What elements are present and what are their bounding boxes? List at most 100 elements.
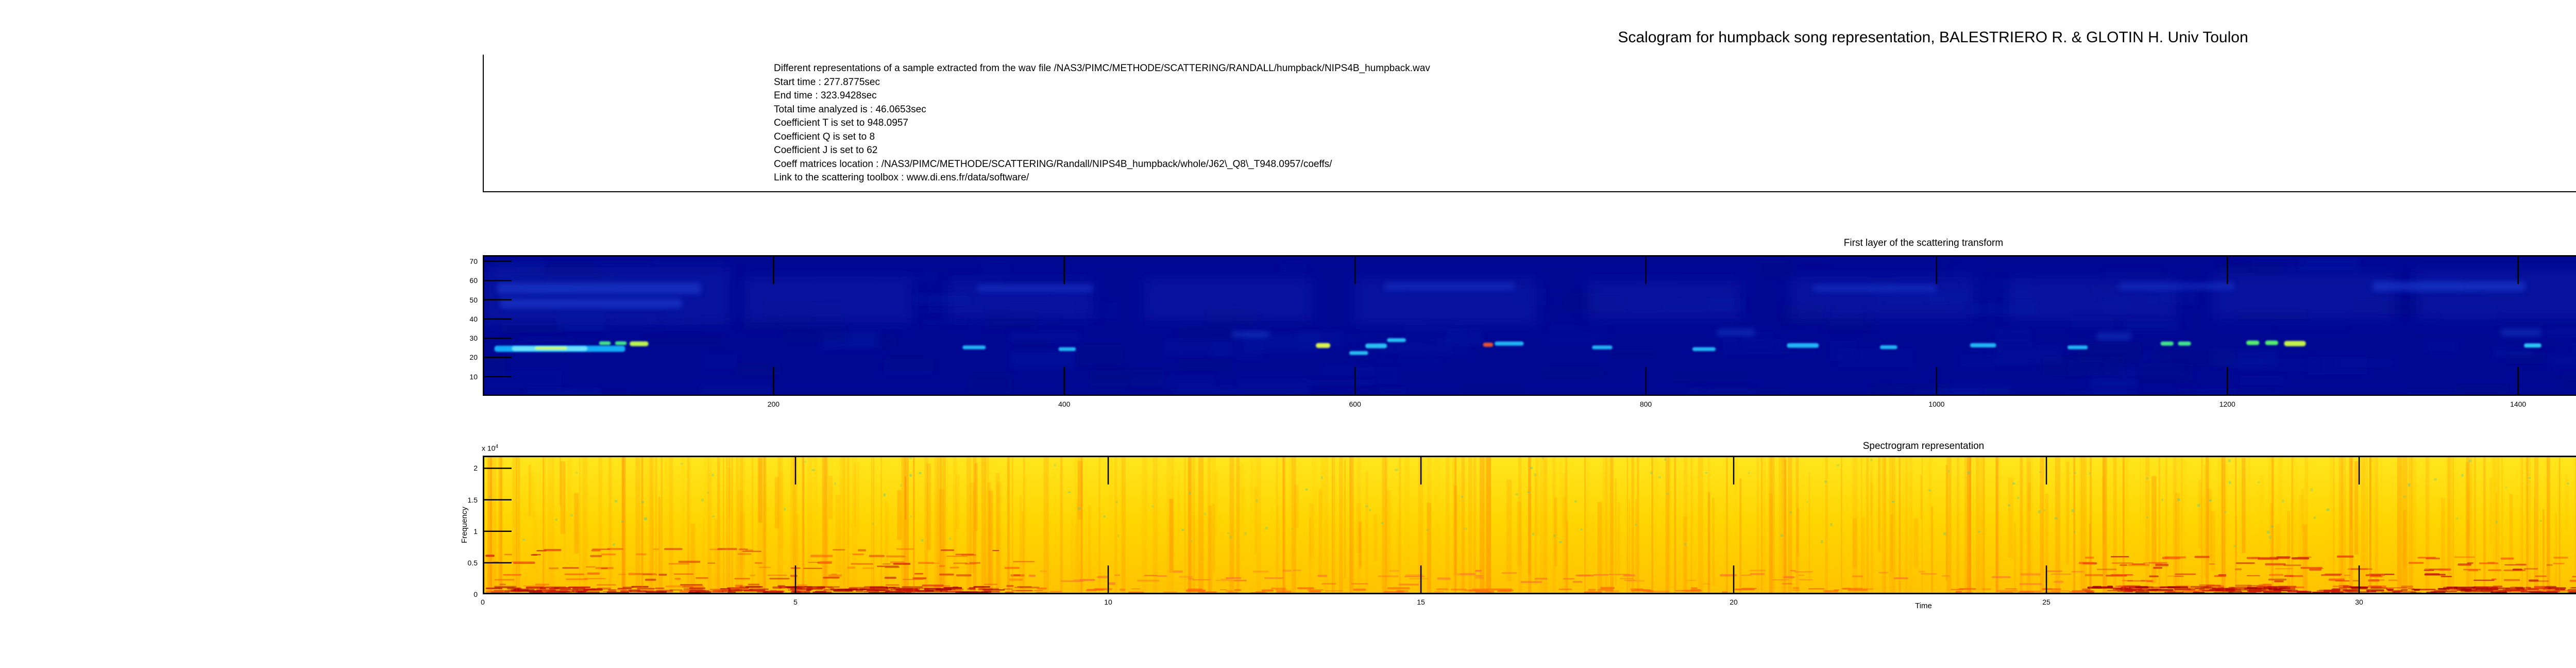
heatmap-feature (1592, 345, 1613, 349)
spectrogram-heatmap-body (483, 456, 2576, 594)
spectrogram-stripe (1456, 494, 1460, 578)
spectrogram-harmonic-dash (1157, 575, 1167, 577)
spectrogram-stripe (1254, 487, 1257, 554)
spectrogram-stripe (2453, 456, 2458, 594)
heatmap-noise-patch (2427, 343, 2457, 353)
spectrogram-stripe (498, 456, 503, 594)
spectrogram-harmonic-dash (2209, 563, 2215, 565)
spectrogram-harmonic-dash (1106, 589, 1112, 591)
heatmap-noise-patch (1238, 380, 1310, 396)
spectrogram-harmonic-dash (2323, 590, 2341, 592)
spectrogram-stripe (1452, 456, 1457, 594)
spectrogram-title: Spectrogram representation (1862, 441, 1985, 452)
spectrogram-harmonic-dash (2148, 588, 2162, 591)
spectrogram-stripe (727, 467, 731, 518)
scalogram-y-tick-label: 10 (469, 372, 478, 381)
spectrogram-stripe (1535, 459, 1539, 536)
spectrogram-stripe (1841, 456, 1842, 594)
spectrogram-harmonic-dash (852, 553, 864, 555)
spectrogram-harmonic-dash (2538, 580, 2549, 582)
spectrogram-harmonic-dash (2408, 562, 2424, 564)
spectrogram-harmonic-dash (2484, 590, 2507, 592)
spectrogram-speckle (1978, 531, 1980, 533)
heatmap-feature (535, 346, 567, 350)
spectrogram-stripe (1629, 499, 1630, 594)
spectrogram-harmonic-dash (750, 574, 755, 577)
spectrogram-harmonic-dash (631, 586, 649, 588)
spectrogram-y-tick-label: 0 (473, 590, 478, 598)
spectrogram-speckle (2282, 499, 2284, 503)
spectrogram-stripe (934, 456, 938, 594)
spectrogram-speckle (2434, 478, 2437, 481)
spectrogram-harmonic-dash (1808, 588, 1825, 590)
spectrogram-speckle (2258, 481, 2260, 483)
spectrogram-harmonic-dash (2368, 573, 2385, 576)
spectrogram-harmonic-dash (914, 573, 924, 575)
spectrogram-harmonic-dash (2131, 563, 2145, 565)
spectrogram-harmonic-dash (1790, 570, 1796, 572)
spectrogram-stripe (2247, 456, 2251, 594)
spectrogram-stripe (1739, 478, 1742, 594)
spectrogram-stripe (2341, 456, 2346, 594)
spectrogram-speckle (2567, 482, 2569, 485)
spectrogram-stripe (1769, 456, 1773, 594)
spectrogram-stripe (1427, 456, 1431, 594)
spectrogram-stripe (1257, 456, 1261, 594)
spectrogram-harmonic-dash (1020, 587, 1040, 589)
spectrogram-harmonic-dash (969, 589, 976, 591)
spectrogram-stripe (1997, 456, 2000, 594)
spectrogram-stripe (707, 456, 709, 594)
spectrogram-harmonic-dash (1004, 566, 1020, 569)
spectrogram-harmonic-dash (1119, 589, 1126, 591)
spectrogram-harmonic-dash (578, 591, 600, 593)
spectrogram-stripe (1635, 499, 1637, 581)
spectrogram-stripe (2547, 456, 2550, 594)
spectrogram-harmonic-dash (720, 588, 731, 590)
spectrogram-speckle (909, 456, 912, 460)
spectrogram-x-tick-label: 5 (793, 598, 798, 606)
spectrogram-harmonic-dash (1321, 583, 1336, 585)
spectrogram-harmonic-dash (673, 573, 694, 575)
heatmap-noise-patch (1132, 375, 1215, 389)
spectrogram-speckle (1054, 463, 1056, 466)
spectrogram-vertical-line (731, 456, 733, 594)
spectrogram-harmonic-dash (2432, 591, 2438, 592)
spectrogram-stripe (1333, 456, 1335, 594)
spectrogram-stripe (2140, 458, 2142, 563)
spectrogram-stripe (2438, 498, 2440, 583)
spectrogram-harmonic-dash (2522, 589, 2539, 591)
spectrogram-stripe (1865, 456, 1868, 594)
spectrogram-stripe (777, 456, 781, 594)
spectrogram-speckle (1305, 488, 1308, 491)
spectrogram-harmonic-dash (884, 576, 896, 579)
spectrogram-harmonic-dash (950, 566, 959, 569)
spectrogram-harmonic-dash (969, 587, 976, 589)
spectrogram-stripe (648, 456, 653, 594)
heatmap-feature (977, 284, 1094, 292)
spectrogram-stripe (1683, 516, 1687, 594)
spectrogram-harmonic-dash (826, 586, 833, 588)
spectrogram-harmonic-dash (606, 592, 630, 593)
spectrogram-harmonic-dash (513, 561, 535, 564)
spectrogram-speckle (2326, 508, 2330, 511)
spectrogram-stripe (582, 456, 584, 594)
spectrogram-harmonic-dash (805, 588, 813, 590)
spectrogram-harmonic-dash (1188, 588, 1203, 591)
spectrogram-harmonic-dash (2122, 580, 2133, 581)
spectrogram-speckle (575, 472, 578, 474)
spectrogram-harmonic-dash (2129, 586, 2136, 589)
spectrogram-harmonic-dash (832, 549, 845, 550)
y-axis-multiplier: x 104 (482, 444, 498, 453)
scalogram-title: First layer of the scattering transform (1843, 238, 2004, 248)
spectrogram-stripe (1077, 456, 1080, 594)
spectrogram-stripe (854, 465, 856, 527)
spectrogram-stripe (2402, 510, 2406, 568)
spectrogram-stripe (2298, 495, 2304, 582)
spectrogram-harmonic-dash (528, 590, 543, 592)
spectrogram-stripe (1610, 456, 1614, 594)
spectrogram-stripe (1043, 456, 1049, 594)
spectrogram-stripe (1289, 456, 1293, 594)
spectrogram-harmonic-dash (735, 584, 743, 587)
spectrogram-harmonic-dash (2491, 578, 2497, 580)
heatmap-feature (599, 341, 611, 345)
